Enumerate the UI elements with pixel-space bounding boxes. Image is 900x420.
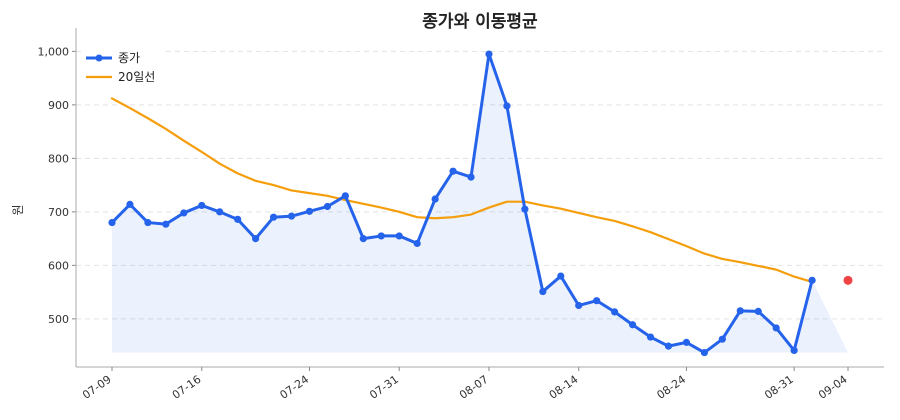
y-axis-label: 원: [11, 204, 25, 215]
close-point: [485, 50, 493, 58]
x-tick-label: 08-24: [655, 373, 689, 402]
close-point: [718, 335, 726, 343]
close-point: [449, 167, 457, 175]
x-tick-label: 08-31: [762, 373, 796, 402]
x-tick-label: 09-04: [816, 373, 850, 402]
close-point: [664, 342, 673, 350]
close-point: [521, 205, 529, 213]
close-point: [503, 102, 511, 110]
close-point: [557, 272, 565, 280]
series-lines: [110, 52, 814, 355]
data-points: [108, 50, 853, 357]
close-point: [180, 209, 188, 217]
close-point: [234, 215, 242, 223]
chart-title: 종가와 이동평균: [422, 12, 538, 32]
legend-label: 20일선: [118, 70, 155, 84]
close-point: [593, 297, 601, 305]
close-point: [754, 307, 762, 315]
y-tick-label: 600: [48, 259, 69, 272]
close-point: [287, 212, 296, 220]
close-point: [413, 239, 421, 248]
close-line: [110, 52, 814, 355]
legend-label: 종가: [118, 51, 140, 65]
close-point: [575, 301, 583, 310]
y-tick-label: 1,000: [38, 45, 70, 58]
y-tick-label: 700: [48, 206, 69, 219]
ma20-line: [110, 97, 814, 284]
y-tick-label: 500: [48, 313, 69, 326]
x-tick-label: 08-14: [547, 373, 581, 402]
legend-box: [82, 44, 164, 86]
close-point: [467, 173, 475, 181]
highlight-point: [843, 275, 853, 285]
close-point: [323, 202, 332, 211]
close-point: [539, 287, 547, 296]
x-tick-label: 07-31: [367, 373, 401, 402]
close-point: [198, 201, 206, 210]
close-area-fill: [112, 54, 848, 353]
close-point: [628, 321, 637, 329]
close-point: [646, 333, 655, 341]
close-point: [772, 324, 780, 332]
x-tick-label: 07-16: [170, 373, 204, 402]
x-tick-label: 07-09: [80, 373, 114, 402]
y-tick-label: 900: [48, 99, 69, 112]
close-point: [611, 308, 619, 316]
x-tick-label: 07-24: [278, 373, 312, 402]
close-point: [305, 207, 314, 215]
legend-marker: [95, 54, 103, 62]
close-point: [341, 192, 349, 200]
close-point: [108, 218, 116, 227]
x-tick-label: 08-07: [457, 373, 491, 402]
close-point: [431, 195, 439, 203]
close-point: [216, 208, 224, 216]
close-point: [377, 232, 385, 240]
close-point: [269, 213, 278, 221]
legend: 종가 20일선: [82, 44, 164, 86]
close-point: [700, 348, 708, 357]
close-point: [359, 235, 367, 243]
close-point: [144, 218, 152, 227]
close-point: [252, 235, 260, 243]
close-point: [682, 338, 691, 346]
close-point: [808, 276, 816, 284]
close-point: [736, 307, 744, 315]
close-point: [162, 220, 170, 228]
area-fill: [112, 54, 848, 353]
axes: [72, 28, 884, 371]
y-tick-label: 800: [48, 152, 69, 165]
close-point: [395, 232, 403, 240]
close-point: [790, 346, 798, 355]
close-point: [126, 200, 134, 208]
